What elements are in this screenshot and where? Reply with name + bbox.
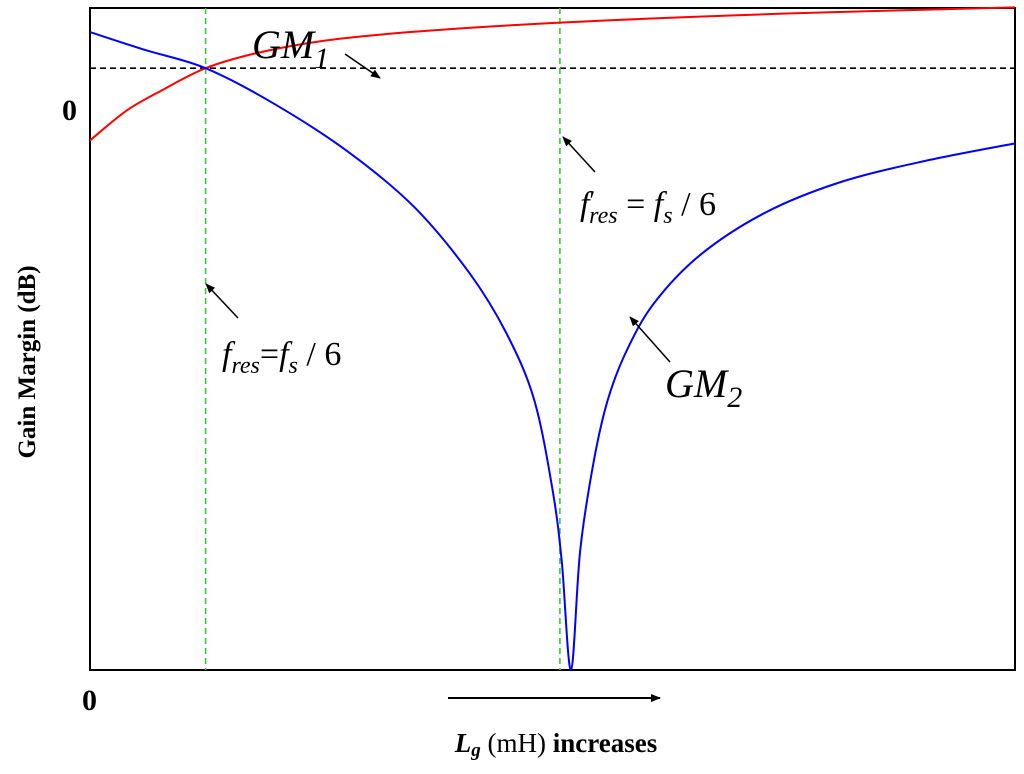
x-axis-label-var-sub: g xyxy=(470,740,481,761)
x-axis-label-var: L xyxy=(454,728,472,758)
fres-prime-tail: / 6 xyxy=(673,186,716,223)
gm2-arrow xyxy=(629,316,671,363)
fres-prime-mark: ′ xyxy=(589,186,595,215)
gm1-arrow xyxy=(344,53,381,79)
x-axis-label: Lg (mH) increases xyxy=(454,728,657,761)
fres-tail: / 6 xyxy=(298,336,341,373)
fres-prime-annotation: f′ res = fs / 6 xyxy=(580,186,716,229)
gm1-label-sub: 1 xyxy=(314,42,329,75)
y-axis-label: Gain Margin (dB) xyxy=(14,265,41,458)
fres-sub2: s xyxy=(289,353,298,379)
fres-eq: = xyxy=(260,336,279,373)
fres-sub: res xyxy=(231,353,259,379)
x-axis-label-unit: (mH) xyxy=(481,728,553,758)
series-group xyxy=(89,6,1016,672)
gm2-label: GM2 xyxy=(665,361,742,414)
gm1-label-name: GM xyxy=(252,22,317,67)
x-axis-label-rest: increases xyxy=(553,728,657,758)
series-line-2 xyxy=(89,31,1016,672)
fres-prime-sub2: s xyxy=(663,203,672,229)
fres-annotation: fres=fs / 6 xyxy=(222,336,341,379)
x-tick-label-0: 0 xyxy=(82,684,97,717)
fres-prime-eq: = xyxy=(618,186,654,223)
gm2-label-sub: 2 xyxy=(727,381,742,414)
fres-prime-sub: res xyxy=(589,203,617,229)
fres-arrow xyxy=(205,283,239,319)
y-tick-label-0: 0 xyxy=(62,94,77,127)
resonance-lines xyxy=(204,8,561,670)
fres-prime-arrow xyxy=(562,136,596,173)
gm1-label: GM1 xyxy=(252,22,329,75)
plot-frame xyxy=(89,7,1016,671)
series-line-1 xyxy=(89,6,1016,142)
gm2-label-name: GM xyxy=(665,361,730,406)
